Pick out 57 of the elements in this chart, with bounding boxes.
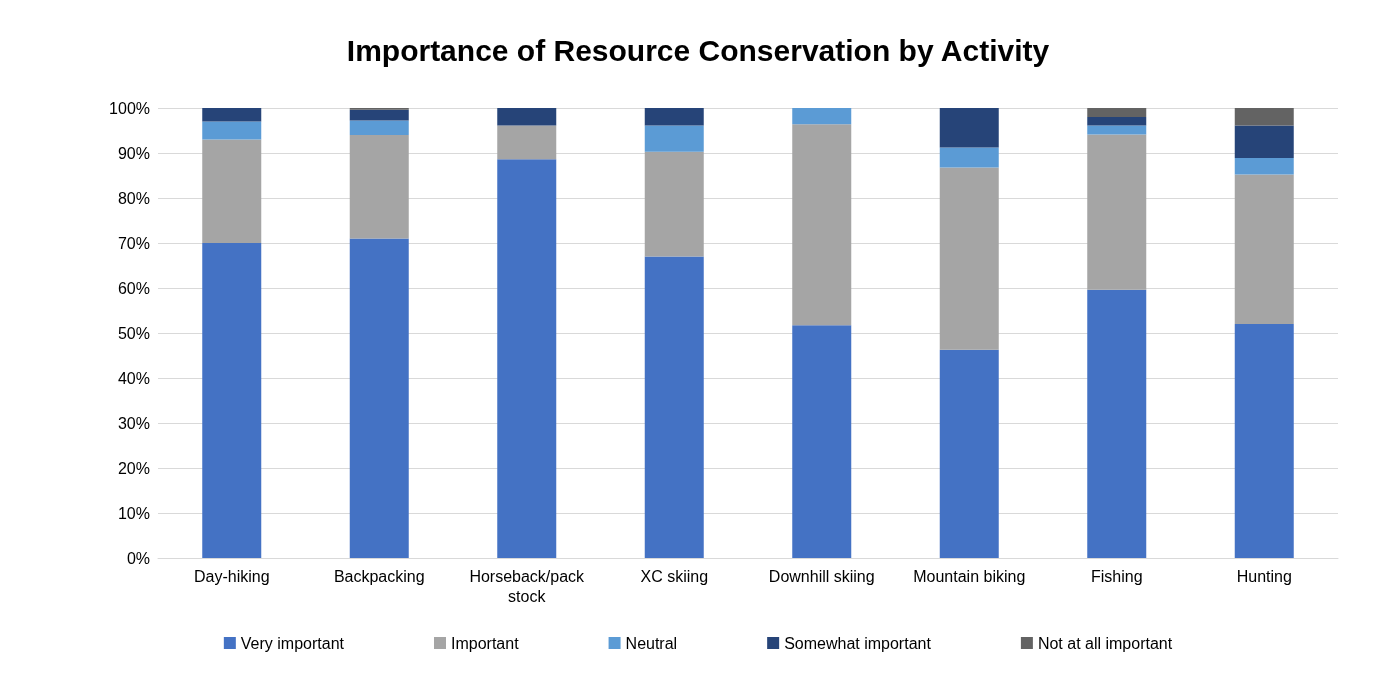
y-tick-label: 0% <box>126 549 150 567</box>
bar <box>644 151 704 257</box>
x-tick-label: Backpacking <box>333 567 425 585</box>
bar <box>1087 134 1147 290</box>
bar <box>644 256 704 558</box>
legend-label: Neutral <box>625 634 678 652</box>
chart-title: Importance of Resource Conservation by Activity <box>346 33 1050 67</box>
bar <box>792 108 852 125</box>
bar <box>349 238 409 558</box>
bar <box>1087 125 1147 135</box>
bar <box>1234 324 1294 558</box>
y-tick-label: 90% <box>117 144 150 162</box>
bar <box>939 108 999 148</box>
bar <box>349 120 409 135</box>
bar <box>644 108 704 126</box>
legend-label: Somewhat important <box>784 634 932 652</box>
bar <box>792 124 852 326</box>
bar <box>202 243 262 558</box>
bar <box>1234 174 1294 324</box>
x-tick-label: Horseback/pack stock <box>469 567 586 605</box>
bar <box>202 108 262 122</box>
x-tick-label: XC skiing <box>640 567 709 585</box>
bar <box>202 121 262 140</box>
y-tick-label: 40% <box>117 369 150 387</box>
legend-label: Important <box>450 634 520 652</box>
y-tick-label: 20% <box>117 459 150 477</box>
bar <box>1234 125 1294 158</box>
x-tick-label: Hunting <box>1236 567 1292 585</box>
bar <box>644 125 704 152</box>
bar <box>939 349 999 558</box>
y-tick-label: 70% <box>117 234 150 252</box>
y-tick-label: 80% <box>117 189 150 207</box>
x-tick-label: Mountain biking <box>913 567 1026 585</box>
bar <box>497 108 557 126</box>
legend-label: Not at all important <box>1037 634 1173 652</box>
bar <box>1087 289 1147 558</box>
bar <box>939 147 999 168</box>
bar <box>1087 108 1147 117</box>
x-tick-label: Fishing <box>1090 567 1143 585</box>
bar <box>939 167 999 350</box>
bar <box>497 125 557 160</box>
bar <box>792 325 852 558</box>
y-tick-label: 30% <box>117 414 150 432</box>
legend-label: Very important <box>240 634 345 652</box>
bar <box>497 159 557 558</box>
y-tick-label: 10% <box>117 504 150 522</box>
bar <box>349 109 409 121</box>
y-tick-label: 100% <box>109 99 150 117</box>
x-tick-label: Day-hiking <box>193 567 270 585</box>
y-tick-label: 60% <box>117 279 150 297</box>
x-tick-label: Downhill skiing <box>768 567 875 585</box>
bar <box>349 135 409 239</box>
bar <box>202 139 262 243</box>
bar <box>1234 108 1294 126</box>
bar <box>1234 157 1294 175</box>
bar <box>1087 117 1147 126</box>
y-tick-label: 50% <box>117 324 150 342</box>
